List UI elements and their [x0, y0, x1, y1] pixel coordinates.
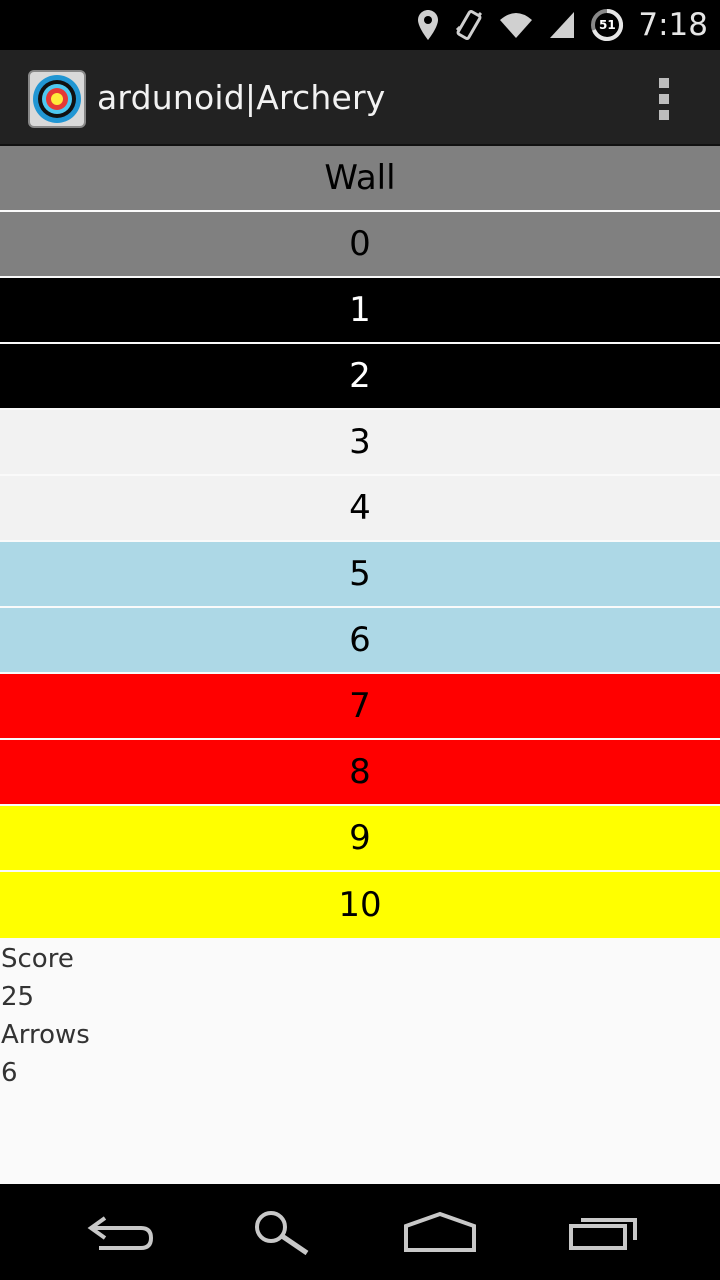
score-row-wall[interactable]: Wall	[0, 146, 720, 212]
score-row-1[interactable]: 1	[0, 278, 720, 344]
row-label: 5	[349, 554, 371, 594]
overflow-menu-button[interactable]	[654, 78, 674, 120]
signal-icon	[548, 10, 576, 40]
recent-apps-button[interactable]	[564, 1204, 644, 1260]
arrows-value: 6	[1, 1058, 18, 1088]
score-row-5[interactable]: 5	[0, 542, 720, 608]
score-row-4[interactable]: 4	[0, 476, 720, 542]
score-label: Score	[1, 944, 74, 974]
row-label: 4	[349, 488, 371, 528]
row-label: 7	[349, 686, 371, 726]
home-button[interactable]	[400, 1204, 480, 1260]
vibrate-icon	[454, 8, 484, 42]
overflow-dot	[659, 110, 669, 120]
battery-icon: 51	[590, 8, 624, 42]
score-row-6[interactable]: 6	[0, 608, 720, 674]
row-label: 8	[349, 752, 371, 792]
app-title: ardunoid|Archery	[97, 78, 386, 117]
score-row-8[interactable]: 8	[0, 740, 720, 806]
location-icon	[416, 8, 440, 42]
score-row-10[interactable]: 10	[0, 872, 720, 938]
overflow-dot	[659, 94, 669, 104]
score-row-7[interactable]: 7	[0, 674, 720, 740]
status-clock: 7:18	[638, 7, 708, 43]
row-label: 0	[349, 224, 371, 264]
search-button[interactable]	[240, 1204, 320, 1260]
row-label: 3	[349, 422, 371, 462]
score-row-2[interactable]: 2	[0, 344, 720, 410]
score-rows: Wall 0 1 2 3 4 5 6 7 8 9 10	[0, 146, 720, 938]
overflow-dot	[659, 78, 669, 88]
row-label: 1	[349, 290, 371, 330]
status-icons: 51 7:18	[416, 0, 708, 50]
back-button[interactable]	[80, 1204, 160, 1260]
archery-target-icon	[28, 70, 86, 128]
navigation-bar	[0, 1184, 720, 1280]
wifi-icon	[498, 10, 534, 40]
arrows-label: Arrows	[1, 1020, 90, 1050]
status-bar: 51 7:18	[0, 0, 720, 50]
home-icon	[404, 1211, 476, 1252]
battery-level: 51	[599, 18, 616, 32]
row-label: 2	[349, 356, 371, 396]
recent-apps-icon	[569, 1218, 637, 1250]
stats-panel: Score 25 Arrows 6	[1, 940, 90, 1092]
row-label: 10	[338, 885, 382, 925]
score-row-9[interactable]: 9	[0, 806, 720, 872]
score-row-3[interactable]: 3	[0, 410, 720, 476]
action-bar: ardunoid|Archery	[0, 50, 720, 146]
row-label: Wall	[324, 158, 396, 198]
search-icon	[255, 1211, 309, 1256]
row-label: 9	[349, 818, 371, 858]
score-row-0[interactable]: 0	[0, 212, 720, 278]
row-label: 6	[349, 620, 371, 660]
score-value: 25	[1, 982, 35, 1012]
back-icon	[87, 1216, 154, 1250]
